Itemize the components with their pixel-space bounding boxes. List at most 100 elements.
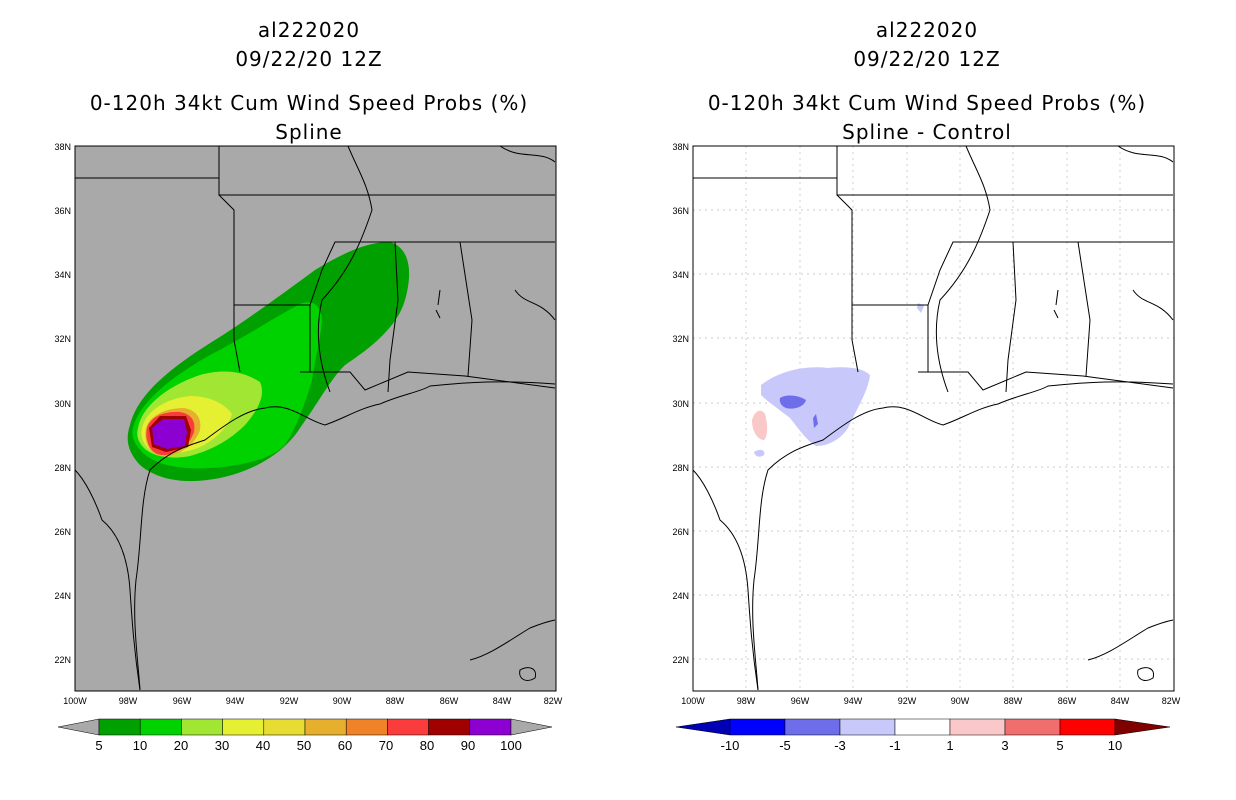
right-product-title: 0-120h 34kt Cum Wind Speed Probs (%)	[707, 91, 1147, 115]
colorbar-left-arrow	[57, 718, 100, 736]
colorbar-label: 20	[174, 738, 188, 753]
lon-label: 90W	[951, 696, 970, 706]
colorbar-box	[263, 718, 306, 736]
colorbar-label: 1	[946, 738, 953, 753]
colorbar-label: 80	[420, 738, 434, 753]
lon-label: 100W	[63, 696, 87, 706]
lon-label: 96W	[791, 696, 810, 706]
right-gridlines	[693, 146, 1174, 691]
lon-label: 90W	[333, 696, 352, 706]
colorbar-box	[894, 718, 951, 736]
lon-label: 88W	[1004, 696, 1023, 706]
colorbar-label: 60	[338, 738, 352, 753]
colorbar-box	[181, 718, 223, 736]
lon-label: 84W	[493, 696, 512, 706]
colorbar-label: 5	[95, 738, 102, 753]
lat-label: 30N	[672, 399, 689, 409]
colorbar-label: 10	[133, 738, 147, 753]
right-map-frame	[692, 145, 1175, 692]
lat-label: 38N	[672, 142, 689, 152]
colorbar-box	[428, 718, 471, 736]
lon-label: 82W	[1162, 696, 1181, 706]
left-lat-axis: 38N 36N 34N 32N 30N 28N 26N 24N 22N	[54, 142, 71, 665]
lon-label: 100W	[681, 696, 705, 706]
colorbar-right-arrow	[510, 718, 553, 736]
lat-label: 22N	[54, 655, 71, 665]
lon-label: 92W	[280, 696, 299, 706]
colorbar-box	[139, 718, 182, 736]
colorbar-label: -1	[889, 738, 901, 753]
right-panel: al222020 09/22/20 12Z 0-120h 34kt Cum Wi…	[618, 0, 1236, 800]
lat-label: 26N	[672, 527, 689, 537]
colorbar-box	[345, 718, 388, 736]
right-map-background	[693, 146, 1174, 691]
colorbar-label: 30	[215, 738, 229, 753]
colorbar-label: -3	[834, 738, 846, 753]
colorbar-box	[839, 718, 896, 736]
left-lon-axis: 100W 98W 96W 94W 92W 90W 88W 86W 84W 82W	[63, 696, 563, 706]
lat-label: 28N	[672, 463, 689, 473]
lon-label: 98W	[119, 696, 138, 706]
lat-label: 36N	[54, 206, 71, 216]
lon-label: 96W	[173, 696, 192, 706]
lat-label: 32N	[672, 334, 689, 344]
colorbar-label: 70	[379, 738, 393, 753]
colorbar-label: 90	[461, 738, 475, 753]
lat-label: 22N	[672, 655, 689, 665]
colorbar-label: -5	[779, 738, 791, 753]
colorbar-label: 5	[1056, 738, 1063, 753]
colorbar-right-arrow	[1114, 718, 1171, 736]
right-method-title: Spline - Control	[842, 120, 1012, 144]
colorbar-label: 40	[256, 738, 270, 753]
colorbar-box	[387, 718, 429, 736]
colorbar-label: 3	[1001, 738, 1008, 753]
lon-label: 86W	[440, 696, 459, 706]
diff-contour-pos1	[752, 410, 768, 440]
diff-contour-neg5	[779, 395, 806, 409]
lon-label: 92W	[898, 696, 917, 706]
prob-contour-90	[152, 419, 187, 449]
right-storm-id: al222020	[875, 18, 979, 42]
right-map: 38N 36N 34N 32N 30N 28N 26N 24N 22N 100W…	[672, 142, 1181, 753]
colorbar-box	[729, 718, 786, 736]
colorbar-box	[949, 718, 1006, 736]
left-date: 09/22/20 12Z	[235, 47, 383, 71]
colorbar-box	[304, 718, 347, 736]
right-boundaries	[693, 146, 1174, 691]
lon-label: 84W	[1111, 696, 1130, 706]
lon-label: 94W	[844, 696, 863, 706]
colorbar-label: -10	[721, 738, 740, 753]
lat-label: 24N	[672, 591, 689, 601]
colorbar-label: 100	[500, 738, 522, 753]
left-storm-id: al222020	[257, 18, 361, 42]
colorbar-box	[222, 718, 265, 736]
lat-label: 28N	[54, 463, 71, 473]
right-lon-axis: 100W 98W 96W 94W 92W 90W 88W 86W 84W 82W	[681, 696, 1181, 706]
right-colorbar: -10 -5 -3 -1 1 3 5 10	[675, 718, 1171, 753]
lon-label: 88W	[386, 696, 405, 706]
lon-label: 94W	[226, 696, 245, 706]
right-date: 09/22/20 12Z	[853, 47, 1001, 71]
lat-label: 34N	[672, 270, 689, 280]
left-colorbar: 5 10 20 30 40 50 60 70 80 90 100	[57, 718, 553, 753]
lat-label: 34N	[54, 270, 71, 280]
left-boundaries	[75, 146, 556, 691]
lat-label: 26N	[54, 527, 71, 537]
right-lat-axis: 38N 36N 34N 32N 30N 28N 26N 24N 22N	[672, 142, 689, 665]
lon-label: 82W	[544, 696, 563, 706]
colorbar-box	[469, 718, 512, 736]
lat-label: 32N	[54, 334, 71, 344]
lon-label: 98W	[737, 696, 756, 706]
lat-label: 38N	[54, 142, 71, 152]
colorbar-box	[1004, 718, 1061, 736]
left-map: 38N 36N 34N 32N 30N 28N 26N 24N 22N 100W…	[54, 142, 563, 753]
left-method-title: Spline	[275, 120, 343, 144]
lat-label: 36N	[672, 206, 689, 216]
colorbar-left-arrow	[675, 718, 731, 736]
colorbar-box	[1059, 718, 1116, 736]
colorbar-box	[98, 718, 141, 736]
left-product-title: 0-120h 34kt Cum Wind Speed Probs (%)	[89, 91, 529, 115]
colorbar-label: 50	[297, 738, 311, 753]
left-map-frame	[74, 145, 557, 692]
colorbar-box	[784, 718, 841, 736]
